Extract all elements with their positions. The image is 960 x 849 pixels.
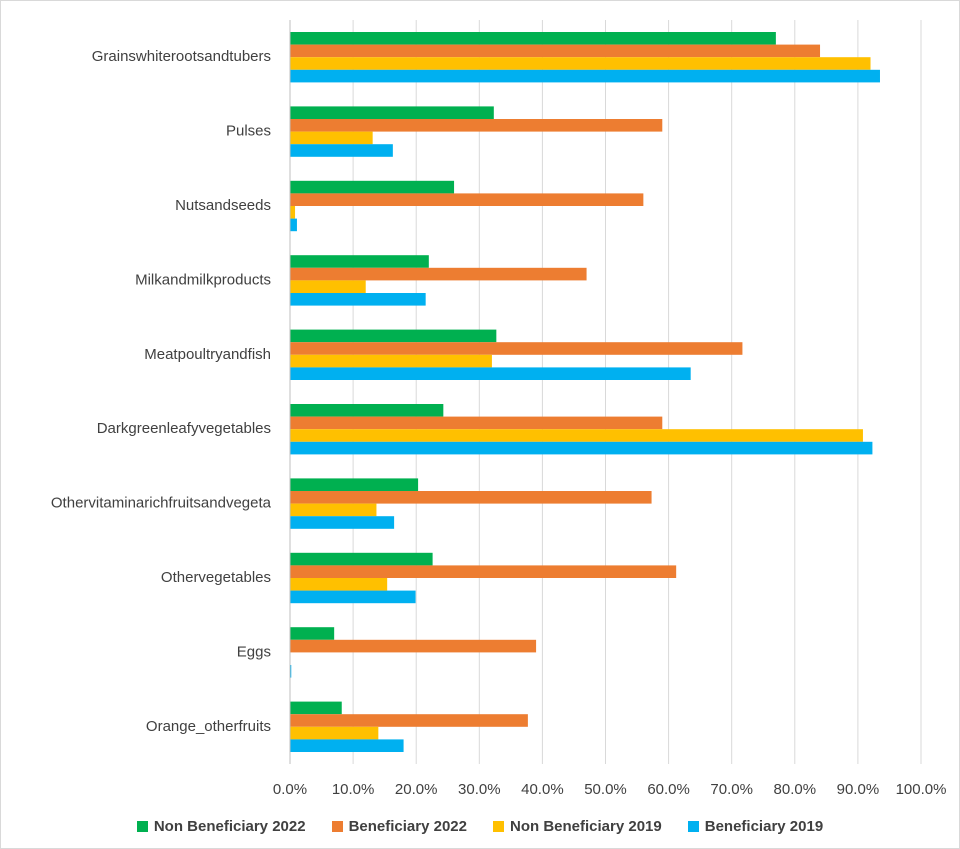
category-label: Orange_otherfruits: [146, 718, 271, 735]
x-tick-label: 10.0%: [332, 781, 375, 798]
legend-item: Beneficiary 2019: [687, 818, 824, 835]
x-tick-label: 60.0%: [647, 781, 690, 798]
legend-item: Non Beneficiary 2022: [136, 818, 306, 835]
bar: [290, 714, 528, 727]
bar: [290, 354, 492, 368]
legend-label: Non Beneficiary 2019: [510, 818, 662, 835]
bar: [290, 69, 880, 83]
bar: [290, 119, 663, 132]
bar: [290, 342, 743, 355]
bar: [290, 665, 292, 678]
bar: [290, 578, 388, 591]
bar: [290, 441, 873, 455]
bars: [290, 32, 880, 752]
legend-label: Non Beneficiary 2022: [153, 818, 306, 835]
x-tick-label: 30.0%: [458, 781, 501, 798]
legend-item: Beneficiary 2022: [331, 818, 467, 835]
bar: [290, 144, 393, 157]
bar: [290, 255, 429, 268]
category-label: Darkgreenleafyvegetables: [97, 420, 271, 437]
bar: [290, 552, 433, 566]
legend-swatch: [687, 821, 699, 832]
bar: [290, 627, 335, 640]
category-labels: Grainswhiterootsandtubers Pulses Nutsandse…: [51, 48, 272, 735]
bar: [290, 106, 494, 119]
category-label: Othervegetables: [161, 569, 271, 586]
bar: [290, 293, 426, 306]
bar: [290, 701, 342, 715]
bar: [290, 491, 652, 504]
bar: [290, 639, 537, 653]
x-tick-label: 90.0%: [837, 781, 880, 798]
bar: [290, 267, 587, 281]
bar: [290, 218, 297, 232]
legend-swatch: [493, 821, 504, 832]
bar: [290, 516, 395, 529]
legend-swatch: [331, 821, 343, 832]
category-label: Grainswhiterootsandtubers: [92, 48, 271, 65]
bar: [290, 478, 419, 491]
bar: [290, 565, 677, 578]
bar: [290, 726, 379, 740]
bar: [290, 193, 644, 206]
bar: [290, 206, 296, 219]
x-tick-label: 100.0%: [896, 781, 947, 798]
x-tick-label: 0.0%: [273, 781, 307, 798]
x-tick-label: 40.0%: [521, 781, 564, 798]
category-label: Nutsandseeds: [175, 197, 271, 214]
bar: [290, 32, 776, 45]
x-tick-label: 20.0%: [395, 781, 438, 798]
bar: [290, 57, 871, 70]
bar: [290, 180, 455, 194]
x-tick-labels: 0.0% 10.0% 20.0% 30.0% 40.0% 50.0% 60.0% 70.0% 8…: [273, 781, 947, 798]
bar: [290, 44, 821, 58]
bar: [290, 280, 366, 293]
x-tick-label: 50.0%: [584, 781, 627, 798]
category-label: Meatpoultryandfish: [144, 346, 271, 363]
bar: [290, 131, 373, 145]
bar: [290, 404, 444, 417]
category-label: Milkandmilkproducts: [135, 271, 271, 288]
x-tick-label: 80.0%: [774, 781, 817, 798]
x-tick-label: 70.0%: [710, 781, 753, 798]
legend-swatch: [136, 821, 148, 832]
bar: [290, 367, 691, 380]
legend: Non Beneficiary 2022 Beneficiary 2022 Non …: [0, 818, 960, 835]
bar: [290, 590, 416, 604]
bar: [290, 429, 863, 442]
legend-label: Beneficiary 2022: [348, 818, 467, 835]
category-label: Othervitaminarichfruitsandvegeta: [51, 495, 272, 512]
bar: [290, 416, 663, 430]
legend-item: Non Beneficiary 2019: [493, 818, 662, 835]
legend-label: Beneficiary 2019: [704, 818, 824, 835]
bar: [290, 503, 377, 517]
bar: [290, 739, 404, 752]
category-label: Pulses: [226, 123, 271, 140]
category-label: Eggs: [237, 643, 271, 660]
bar: [290, 329, 497, 343]
